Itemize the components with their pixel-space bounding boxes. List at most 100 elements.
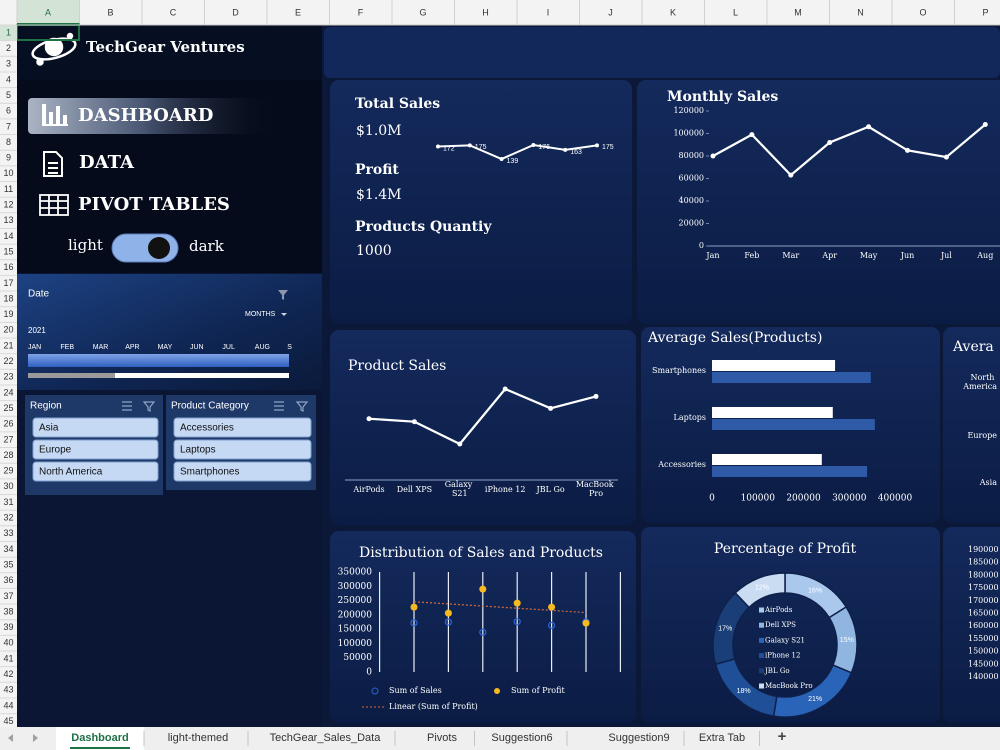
legend-label[interactable]: Galaxy S21 — [765, 636, 805, 644]
row-header[interactable]: 14 — [3, 231, 13, 241]
row-header[interactable]: 21 — [3, 340, 13, 350]
row-header[interactable]: 18 — [3, 293, 13, 303]
row-header[interactable]: 24 — [3, 387, 13, 397]
timeline-month[interactable]: FEB — [60, 344, 74, 351]
row-header[interactable]: 2 — [6, 43, 11, 53]
column-header[interactable]: C — [170, 7, 177, 17]
row-header[interactable]: 30 — [3, 481, 13, 491]
slicer-item-label[interactable]: Accessories — [180, 423, 234, 434]
slicer-item-label[interactable]: Europe — [39, 445, 72, 456]
row-header[interactable]: 29 — [3, 466, 13, 476]
slicer-item[interactable] — [173, 417, 312, 438]
row-header[interactable]: 6 — [6, 106, 11, 116]
row-header[interactable]: 42 — [3, 669, 13, 679]
column-header[interactable]: M — [794, 7, 802, 17]
legend-label[interactable]: Sum of Sales — [389, 686, 442, 695]
row-header[interactable]: 15 — [3, 246, 13, 256]
row-header[interactable]: 39 — [3, 622, 13, 632]
row-header[interactable]: 23 — [3, 372, 13, 382]
column-header[interactable]: I — [547, 7, 550, 17]
timeline-month[interactable]: MAY — [158, 344, 173, 351]
sheet-tab[interactable]: Extra Tab — [699, 732, 745, 744]
column-header[interactable]: N — [857, 7, 864, 17]
slicer-item[interactable] — [32, 461, 159, 482]
row-header[interactable]: 27 — [3, 434, 13, 444]
legend-label[interactable]: Sum of Profit — [511, 686, 565, 695]
row-header[interactable]: 1 — [6, 27, 11, 37]
row-header[interactable]: 45 — [3, 716, 13, 726]
row-header[interactable]: 17 — [3, 278, 13, 288]
row-header[interactable]: 7 — [6, 121, 11, 131]
slicer-item[interactable] — [173, 439, 312, 460]
row-header[interactable]: 25 — [3, 403, 13, 413]
slicer-item-label[interactable]: Asia — [39, 423, 59, 434]
slicer-icons[interactable] — [122, 401, 309, 412]
row-header[interactable]: 37 — [3, 591, 13, 601]
row-header[interactable]: 31 — [3, 497, 13, 507]
row-header[interactable]: 35 — [3, 559, 13, 569]
sheet-tab[interactable]: TechGear_Sales_Data — [270, 732, 382, 744]
legend-label[interactable]: AirPods — [764, 606, 793, 614]
timeline-month[interactable]: S — [287, 344, 292, 351]
legend-label[interactable]: Dell XPS — [765, 621, 796, 629]
row-header[interactable]: 34 — [3, 544, 13, 554]
row-header[interactable]: 41 — [3, 653, 13, 663]
row-header[interactable]: 28 — [3, 450, 13, 460]
column-header[interactable]: D — [232, 7, 239, 17]
row-header[interactable]: 38 — [3, 606, 13, 616]
row-header[interactable]: 16 — [3, 262, 13, 272]
row-header[interactable]: 20 — [3, 325, 13, 335]
legend-label[interactable]: iPhone 12 — [765, 652, 800, 660]
row-header[interactable]: 13 — [3, 215, 13, 225]
tab-scroll-left[interactable] — [8, 734, 13, 742]
column-header[interactable]: G — [419, 7, 426, 17]
column-header[interactable]: L — [733, 7, 738, 17]
row-header[interactable]: 32 — [3, 513, 13, 523]
row-header[interactable]: 19 — [3, 309, 13, 319]
timeline-month[interactable]: AUG — [255, 344, 270, 351]
row-header[interactable]: 26 — [3, 419, 13, 429]
slicer-item[interactable] — [173, 461, 312, 482]
column-header[interactable]: E — [295, 7, 301, 17]
sheet-tab[interactable]: Suggestion6 — [491, 732, 552, 744]
nav-data[interactable]: DATA — [79, 152, 135, 173]
column-header[interactable]: P — [982, 7, 988, 17]
row-header[interactable]: 43 — [3, 685, 13, 695]
slicer-item[interactable] — [32, 417, 159, 438]
column-header[interactable]: O — [919, 7, 926, 17]
row-header[interactable]: 3 — [6, 59, 11, 69]
timeline-month[interactable]: JUL — [222, 344, 235, 351]
timeline-month[interactable]: JUN — [190, 344, 204, 351]
column-header[interactable]: J — [608, 7, 613, 17]
row-header[interactable]: 12 — [3, 200, 13, 210]
sheet-tab[interactable]: light-themed — [168, 732, 229, 744]
row-header[interactable]: 36 — [3, 575, 13, 585]
row-header[interactable]: 40 — [3, 638, 13, 648]
slicer-item-label[interactable]: North America — [39, 467, 103, 478]
row-header[interactable]: 5 — [6, 90, 11, 100]
row-header[interactable]: 8 — [6, 137, 11, 147]
row-header[interactable]: 10 — [3, 168, 13, 178]
row-header[interactable]: 9 — [6, 153, 11, 163]
row-header[interactable]: 33 — [3, 528, 13, 538]
legend-label[interactable]: MacBook Pro — [765, 682, 813, 690]
slicer-item[interactable] — [32, 439, 159, 460]
tab-scroll-right[interactable] — [33, 734, 38, 742]
timeline-level[interactable]: MONTHS — [245, 311, 276, 318]
column-header[interactable]: B — [107, 7, 113, 17]
column-header[interactable]: A — [45, 7, 51, 17]
nav-dashboard[interactable]: DASHBOARD — [78, 105, 213, 126]
row-header[interactable]: 44 — [3, 700, 13, 710]
nav-pivot-tables[interactable]: PIVOT TABLES — [78, 194, 230, 215]
column-header[interactable]: K — [670, 7, 676, 17]
slicer-item-label[interactable]: Laptops — [180, 445, 216, 456]
slicer-item-label[interactable]: Smartphones — [180, 467, 239, 478]
timeline-range[interactable] — [28, 354, 289, 367]
timeline-scrollbar[interactable] — [28, 373, 289, 378]
clear-filter-icon[interactable] — [278, 290, 288, 300]
row-header[interactable]: 22 — [3, 356, 13, 366]
add-sheet-button[interactable]: + — [778, 728, 787, 745]
row-header[interactable]: 4 — [6, 74, 11, 84]
legend-label[interactable]: JBL Go — [764, 667, 790, 675]
sheet-tab[interactable]: Pivots — [427, 732, 457, 744]
